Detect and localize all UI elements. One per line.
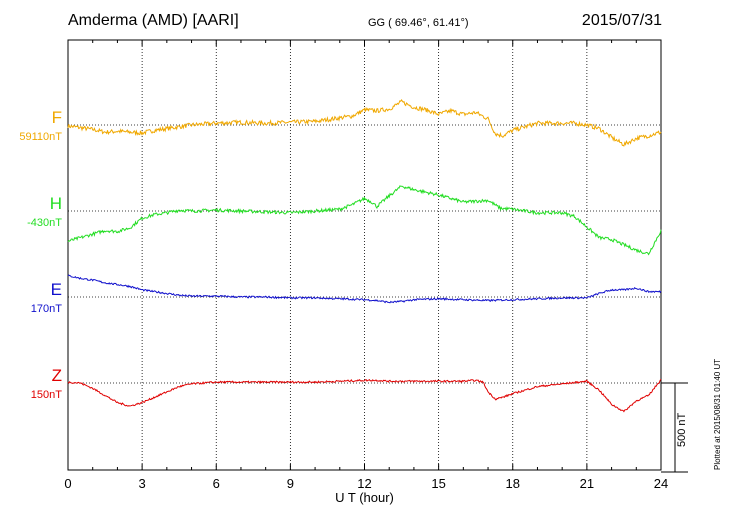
chart-date: 2015/07/31 (581, 12, 662, 29)
series-name-z: Z (51, 366, 62, 385)
series-baseline-z: 150nT (30, 389, 62, 401)
scale-bar-label: 500 nT (676, 412, 688, 447)
plot-frame (67, 39, 662, 471)
plotted-timestamp: Plotted at 2015/08/31 01:40 UT (713, 358, 722, 470)
x-tick-label: 18 (506, 476, 520, 491)
x-tick-label: 6 (213, 476, 220, 491)
x-tick-label: 21 (580, 476, 594, 491)
series-name-f: F (51, 108, 62, 127)
x-tick-label: 15 (431, 476, 445, 491)
series-line-e (67, 274, 662, 304)
series-line-h (67, 185, 662, 256)
series-name-h: H (49, 194, 62, 213)
series-baseline-e: 170nT (30, 303, 62, 315)
x-tick-label: 12 (357, 476, 371, 491)
x-tick-label: 9 (287, 476, 294, 491)
x-tick-label: 0 (64, 476, 71, 491)
series-name-e: E (50, 280, 62, 299)
x-tick-label: 24 (654, 476, 668, 491)
series-line-z (67, 378, 662, 413)
x-axis-label: U T (hour) (335, 490, 394, 505)
series-line-f (67, 98, 662, 147)
series-baseline-f: 59110nT (19, 131, 62, 143)
series-baseline-h: -430nT (27, 217, 62, 229)
x-tick-label: 3 (139, 476, 146, 491)
station-coordinates: GG ( 69.46°, 61.41°) (368, 17, 469, 29)
station-title: Amderma (AMD) [AARI] (68, 12, 239, 29)
